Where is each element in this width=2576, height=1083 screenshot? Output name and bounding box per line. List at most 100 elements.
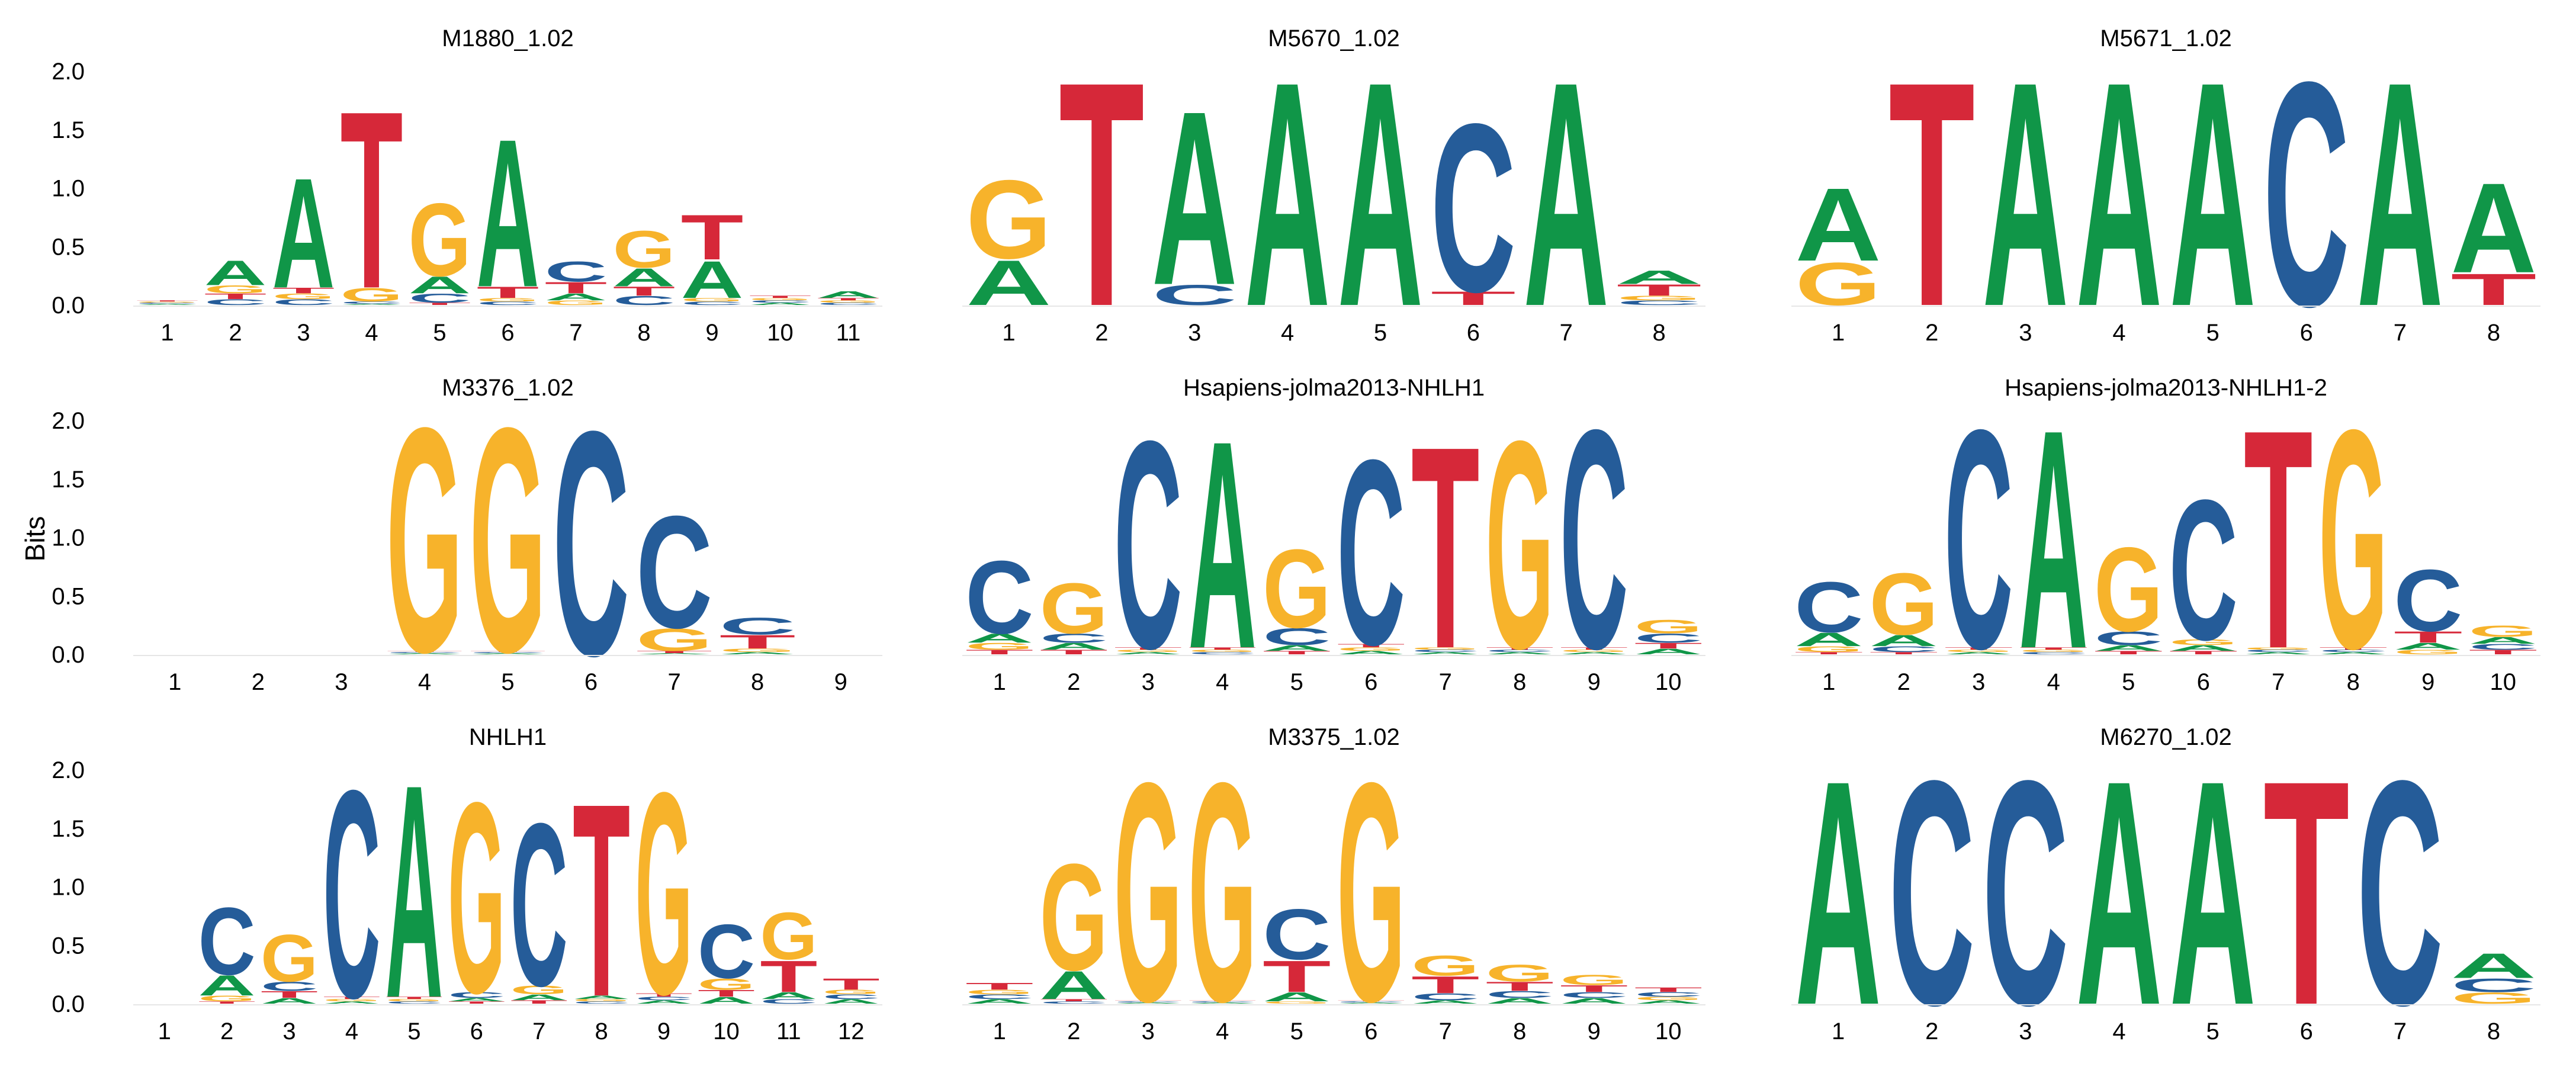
logo-letter-T: T (1411, 387, 1479, 709)
logo-letter-T: T (760, 952, 817, 1002)
x-tick-label: 2 (220, 1018, 233, 1045)
logo-letter-A: A (1338, 15, 1423, 373)
x-tick-label: 4 (1216, 1018, 1229, 1045)
x-tick-label: 1 (1832, 1018, 1845, 1045)
logo-letter-C: C (2394, 552, 2462, 650)
y-tick-label: 0.0 (52, 293, 85, 319)
logo-letter-A: A (2094, 644, 2163, 653)
logo-letter-C: C (2263, 15, 2349, 373)
logo-letter-T: T (1114, 647, 1182, 650)
x-tick-label: 4 (345, 1018, 358, 1045)
logo-letter-G: G (2244, 647, 2312, 650)
logo-letter-T: T (1634, 986, 1703, 994)
x-tick-label: 6 (2197, 669, 2210, 695)
logo-letter-A: A (1263, 644, 1331, 653)
y-tick-label: 1.0 (52, 525, 85, 551)
logo-letter-C: C (1431, 73, 1516, 342)
y-tick-label: 0.5 (52, 234, 85, 260)
logo-letter-A: A (573, 995, 630, 1000)
logo-letter-A: A (1983, 15, 2068, 373)
logo-letter-T: T (1616, 281, 1701, 299)
logo-letter-G: G (1263, 527, 1331, 652)
y-tick-label: 1.0 (52, 176, 85, 202)
logo-letter-T: T (2263, 714, 2349, 1072)
x-tick-label: 12 (838, 1018, 865, 1045)
x-tick-label: 7 (667, 669, 680, 695)
logo-letter-G: G (136, 301, 199, 303)
logo-letter-G: G (1337, 718, 1405, 1067)
logo-letter-G: G (1486, 379, 1554, 711)
logo-letter-T: T (2169, 650, 2238, 655)
x-tick-label: 10 (767, 320, 794, 346)
x-tick-label: 5 (1290, 669, 1303, 695)
logo-letter-A: A (1795, 167, 1881, 283)
logo-letter-C: C (965, 993, 1033, 1000)
x-tick-label: 5 (2206, 1018, 2219, 1045)
logo-letter-C: C (1263, 894, 1331, 975)
logo-letter-G: G (720, 648, 796, 653)
x-tick-label: 7 (2394, 320, 2407, 346)
logo-letter-C: C (272, 298, 335, 307)
logo-letter-T: T (2469, 648, 2538, 655)
logo-letter-T: T (545, 279, 608, 297)
logo-letter-A: A (1634, 1000, 1703, 1005)
x-tick-label: 6 (584, 669, 598, 695)
logo-letter-G: G (1189, 649, 1257, 653)
logo-letter-T: T (635, 992, 693, 998)
x-tick-label: 9 (2421, 669, 2434, 695)
logo-letter-G: G (1411, 950, 1479, 982)
logo-letter-A: A (1189, 379, 1257, 711)
x-tick-label: 3 (2019, 1018, 2032, 1045)
logo-letter-T: T (409, 302, 471, 306)
logo-letter-G: G (1486, 960, 1554, 986)
logo-letter-C: C (698, 909, 755, 995)
panel-title: M5670_1.02 (1268, 25, 1399, 52)
logo-letter-T: T (1337, 643, 1405, 648)
logo-letter-C: C (1263, 623, 1331, 650)
logo-letter-C: C (553, 365, 629, 723)
y-axis-label: Bits (20, 516, 50, 562)
logo-letter-G: G (261, 921, 318, 996)
x-tick-label: 8 (2487, 320, 2500, 346)
logo-letter-C: C (1944, 365, 2013, 714)
x-tick-label: 8 (751, 669, 764, 695)
logo-letter-C: C (545, 256, 608, 288)
logo-letter-A: A (613, 263, 676, 292)
x-tick-label: 6 (2300, 1018, 2313, 1045)
logo-letter-C: C (635, 996, 693, 1001)
x-tick-label: 4 (365, 320, 378, 346)
logo-letter-G: G (198, 994, 256, 1003)
logo-letter-T: T (698, 988, 755, 999)
logo-letter-A: A (1152, 59, 1237, 337)
x-tick-label: 3 (282, 1018, 295, 1045)
x-tick-label: 5 (433, 320, 446, 346)
logo-letter-C: C (1794, 567, 1863, 647)
logo-letter-C: C (323, 728, 380, 1060)
logo-letter-G: G (823, 989, 880, 996)
logo-letter-T: T (1189, 647, 1257, 650)
logo-letter-A: A (1524, 15, 1609, 373)
logo-letter-G: G (965, 641, 1033, 652)
logo-letter-C: C (1337, 405, 1405, 700)
logo-letter-G: G (698, 975, 755, 993)
logo-letter-G: G (1634, 616, 1703, 637)
logo-letter-A: A (2170, 714, 2256, 1072)
logo-letter-G: G (545, 299, 608, 306)
logo-letter-G: G (966, 158, 1051, 282)
y-tick-label: 1.5 (52, 467, 85, 493)
x-tick-label: 7 (532, 1018, 545, 1045)
logo-letter-C: C (2469, 642, 2538, 651)
logo-letter-C: C (1616, 299, 1701, 306)
logo-letter-A: A (323, 1001, 380, 1004)
logo-letter-G: G (2469, 622, 2538, 640)
logo-letter-T: T (1634, 641, 1703, 650)
x-tick-label: 4 (1216, 669, 1229, 695)
logo-letter-G: G (1616, 294, 1701, 301)
logo-letter-A: A (477, 95, 539, 331)
logo-letter-A: A (2076, 714, 2162, 1072)
logo-letter-T: T (1486, 979, 1554, 994)
x-tick-label: 5 (2206, 320, 2219, 346)
logo-letter-A: A (470, 653, 546, 655)
